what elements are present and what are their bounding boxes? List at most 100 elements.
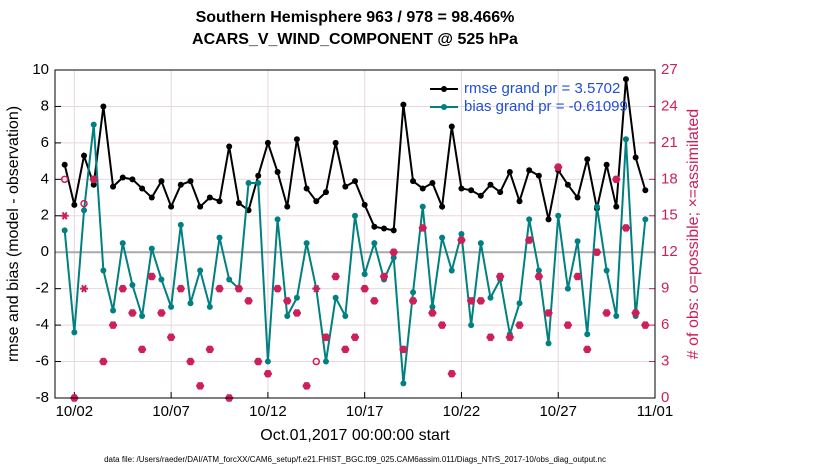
assimilated-marker xyxy=(254,357,263,366)
x-tick-label: 10/17 xyxy=(346,403,384,420)
assimilated-marker xyxy=(283,296,292,305)
y-tick-label: 10 xyxy=(32,61,49,78)
data-point xyxy=(545,340,552,347)
data-point xyxy=(603,267,610,274)
data-point xyxy=(603,161,610,168)
data-point xyxy=(226,276,233,283)
data-point xyxy=(487,294,494,301)
assimilated-marker xyxy=(447,369,456,378)
data-point xyxy=(235,200,242,207)
data-point xyxy=(129,282,136,289)
data-point xyxy=(264,139,271,146)
data-point xyxy=(255,172,262,179)
data-point xyxy=(139,185,146,192)
y-tick-label: 6 xyxy=(41,134,49,151)
data-point xyxy=(148,245,155,252)
assimilated-marker xyxy=(631,308,640,317)
data-point xyxy=(390,254,397,261)
data-point xyxy=(429,303,436,310)
data-point xyxy=(274,169,281,176)
data-point xyxy=(322,189,329,196)
assimilated-marker xyxy=(109,321,118,330)
data-point xyxy=(352,212,358,219)
data-point xyxy=(332,294,339,301)
data-point xyxy=(293,136,300,143)
assimilated-marker xyxy=(186,357,195,366)
legend-marker xyxy=(441,86,447,92)
y2-tick-label: 0 xyxy=(661,389,669,406)
data-point xyxy=(71,201,78,208)
assimilated-marker xyxy=(128,308,137,317)
data-point xyxy=(61,227,68,234)
data-point xyxy=(303,240,310,247)
data-point xyxy=(61,161,68,168)
data-point xyxy=(448,123,455,130)
data-point xyxy=(516,300,523,307)
assimilated-marker xyxy=(602,308,611,317)
y2-tick-label: 18 xyxy=(661,170,678,187)
data-point xyxy=(71,329,78,336)
data-point xyxy=(564,285,571,292)
assimilated-marker xyxy=(563,321,572,330)
assimilated-marker xyxy=(215,284,224,293)
assimilated-marker xyxy=(321,333,330,342)
assimilated-marker xyxy=(380,272,389,281)
assimilated-marker xyxy=(457,236,466,245)
y2-tick-label: 6 xyxy=(661,316,669,333)
data-point xyxy=(255,179,262,186)
assimilated-marker xyxy=(399,345,408,354)
assimilated-marker xyxy=(99,357,108,366)
data-point xyxy=(361,201,368,208)
assimilated-marker xyxy=(505,333,514,342)
x-tick-label: 10/02 xyxy=(56,403,94,420)
assimilated-marker xyxy=(292,308,301,317)
data-point xyxy=(458,231,465,237)
assimilated-marker xyxy=(583,345,592,354)
possible-marker xyxy=(80,199,88,208)
y2-tick-label: 15 xyxy=(661,207,678,224)
data-point xyxy=(139,313,146,319)
assimilated-marker xyxy=(138,345,147,354)
y2-tick-label: 21 xyxy=(661,134,678,151)
data-point xyxy=(555,212,562,219)
data-point xyxy=(284,313,291,319)
data-point xyxy=(81,207,88,214)
y-tick-label: -2 xyxy=(36,280,49,297)
data-point xyxy=(439,203,446,210)
data-point xyxy=(448,267,455,274)
data-point xyxy=(526,216,533,223)
data-point xyxy=(322,358,329,365)
data-point xyxy=(197,203,204,210)
data-point xyxy=(400,380,407,387)
data-point xyxy=(90,121,97,128)
data-point xyxy=(535,267,542,274)
data-point xyxy=(110,183,117,190)
assimilated-marker xyxy=(331,272,340,281)
y2-axis-label: # of obs: o=possible; ×=assimilated xyxy=(685,109,702,359)
assimilated-marker xyxy=(302,381,311,390)
data-point xyxy=(177,181,184,188)
assimilated-marker xyxy=(167,333,176,342)
data-point xyxy=(168,303,175,310)
data-point xyxy=(506,169,513,176)
x-tick-label: 10/27 xyxy=(539,403,577,420)
plot-frame xyxy=(54,69,656,399)
data-point xyxy=(458,185,465,192)
x-axis-label: Oct.01,2017 00:00:00 start xyxy=(260,427,450,444)
possible-marker xyxy=(60,175,69,184)
assimilated-marker xyxy=(496,272,505,281)
assimilated-marker xyxy=(515,321,524,330)
data-point xyxy=(129,176,136,183)
y2-tick-label: 24 xyxy=(661,97,678,114)
chart-subtitle: ACARS_V_WIND_COMPONENT @ 525 hPa xyxy=(192,31,518,48)
y-tick-label: -8 xyxy=(36,389,49,406)
data-point xyxy=(613,203,620,210)
data-point xyxy=(216,198,223,205)
data-point xyxy=(158,276,165,283)
data-point xyxy=(642,187,649,194)
data-point xyxy=(613,313,620,319)
y2-tick-label: 9 xyxy=(661,280,669,297)
assimilated-marker xyxy=(467,296,476,305)
data-point xyxy=(584,156,591,163)
assimilated-marker xyxy=(89,175,98,184)
